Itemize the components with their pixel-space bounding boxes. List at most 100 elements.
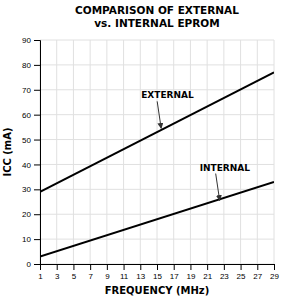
- x-tick: 13: [136, 264, 145, 281]
- y-tick-mark: [34, 40, 40, 41]
- grid-line-x: [157, 40, 158, 264]
- x-tick-label: 23: [220, 272, 229, 281]
- annotation: INTERNAL: [200, 163, 251, 173]
- grid-line-x: [73, 40, 74, 264]
- grid-line-x: [106, 40, 107, 264]
- y-tick-label: 60: [22, 111, 31, 120]
- x-tick: 29: [270, 264, 279, 281]
- line: [40, 72, 274, 191]
- grid-line-x: [140, 40, 141, 264]
- x-tick-label: 3: [55, 272, 60, 281]
- y-tick-label: 70: [22, 86, 31, 95]
- x-tick-label: 19: [186, 272, 195, 281]
- y-tick-label: 80: [22, 61, 31, 70]
- chart: 1357911131517192123252729010203040506070…: [0, 0, 288, 302]
- y-tick-label: 0: [27, 260, 32, 269]
- x-tick-label: 27: [253, 272, 262, 281]
- x-tick-label: 21: [203, 272, 212, 281]
- grid: [40, 40, 274, 264]
- y-tick: 10: [22, 235, 40, 244]
- x-tick-label: 15: [153, 272, 162, 281]
- y-axis: 0 10 20 30 40 50 60 70 80 90: [22, 36, 40, 269]
- annotation: EXTERNAL: [141, 90, 194, 100]
- y-tick-mark: [34, 264, 40, 265]
- y-tick-label: 20: [22, 210, 31, 219]
- y-tick: 60: [22, 111, 40, 120]
- grid-line-x: [257, 40, 258, 264]
- x-tick: 5: [72, 264, 77, 281]
- grid-line-y: [40, 139, 274, 140]
- annotation-arrow: [216, 174, 220, 201]
- x-tick-mark: [73, 264, 74, 270]
- annotation-arrow: [157, 101, 161, 128]
- y-tick-mark: [34, 115, 40, 116]
- y-tick: 40: [22, 161, 40, 170]
- y-tick: 30: [22, 185, 40, 194]
- y-tick-label: 40: [22, 161, 31, 170]
- grid-line-y: [40, 114, 274, 115]
- y-tick: 70: [22, 86, 40, 95]
- x-tick-mark: [257, 264, 258, 270]
- x-tick: 25: [237, 264, 246, 281]
- y-tick-mark: [34, 239, 40, 240]
- x-tick-mark: [241, 264, 242, 270]
- x-tick: 11: [120, 264, 129, 281]
- x-tick-label: 29: [270, 272, 279, 281]
- x-axis-line: [41, 265, 275, 271]
- x-tick-label: 11: [120, 272, 129, 281]
- y-tick-label: 10: [22, 235, 31, 244]
- x-tick: 1: [38, 264, 43, 281]
- line: [40, 182, 274, 257]
- y-axis-line: [34, 41, 41, 265]
- y-tick-label: 50: [22, 136, 31, 145]
- x-tick: 9: [105, 264, 110, 281]
- y-tick-mark: [34, 140, 40, 141]
- x-tick: 3: [55, 264, 60, 281]
- lines: [40, 72, 274, 256]
- grid-line-y: [40, 64, 274, 65]
- y-tick-mark: [34, 214, 40, 215]
- y-tick: 80: [22, 61, 40, 70]
- x-tick: 21: [203, 264, 212, 281]
- y-tick-mark: [34, 189, 40, 190]
- x-tick-mark: [224, 264, 225, 270]
- grid-line-y: [40, 214, 274, 215]
- grid-line-x: [207, 40, 208, 264]
- x-tick-label: 7: [88, 272, 93, 281]
- x-tick: 19: [186, 264, 195, 281]
- x-tick: 17: [170, 264, 179, 281]
- x-tick-mark: [140, 264, 141, 270]
- x-tick-mark: [190, 264, 191, 270]
- y-tick-mark: [34, 65, 40, 66]
- grid-line-y: [40, 239, 274, 240]
- y-tick-mark: [34, 164, 40, 165]
- x-tick: 15: [153, 264, 162, 281]
- grid-line-x: [223, 40, 224, 264]
- x-tick-mark: [157, 264, 158, 270]
- x-tick-mark: [207, 264, 208, 270]
- x-tick: 7: [88, 264, 93, 281]
- y-tick-label: 90: [22, 36, 31, 45]
- x-tick-label: 25: [237, 272, 246, 281]
- y-tick: 50: [22, 136, 40, 145]
- x-tick-mark: [174, 264, 175, 270]
- grid-line-y: [40, 40, 274, 41]
- x-tick: 27: [253, 264, 262, 281]
- x-axis-title: FREQUENCY (MHz): [105, 285, 210, 296]
- x-tick-label: 17: [170, 272, 179, 281]
- x-tick: 23: [220, 264, 229, 281]
- grid-line-x: [190, 40, 191, 264]
- grid-line-x: [240, 40, 241, 264]
- y-axis-title: ICC (mA): [2, 127, 13, 176]
- x-tick-mark: [274, 264, 275, 270]
- x-tick-label: 9: [105, 272, 110, 281]
- y-tick: 0: [27, 260, 40, 269]
- plot: 1357911131517192123252729010203040506070…: [22, 36, 279, 281]
- annotations: EXTERNAL INTERNAL: [141, 90, 250, 200]
- x-tick-mark: [124, 264, 125, 270]
- y-tick-mark: [34, 90, 40, 91]
- x-tick-label: 1: [38, 272, 43, 281]
- grid-line-x: [90, 40, 91, 264]
- x-axis: 1357911131517192123252729: [38, 264, 279, 281]
- y-tick: 20: [22, 210, 40, 219]
